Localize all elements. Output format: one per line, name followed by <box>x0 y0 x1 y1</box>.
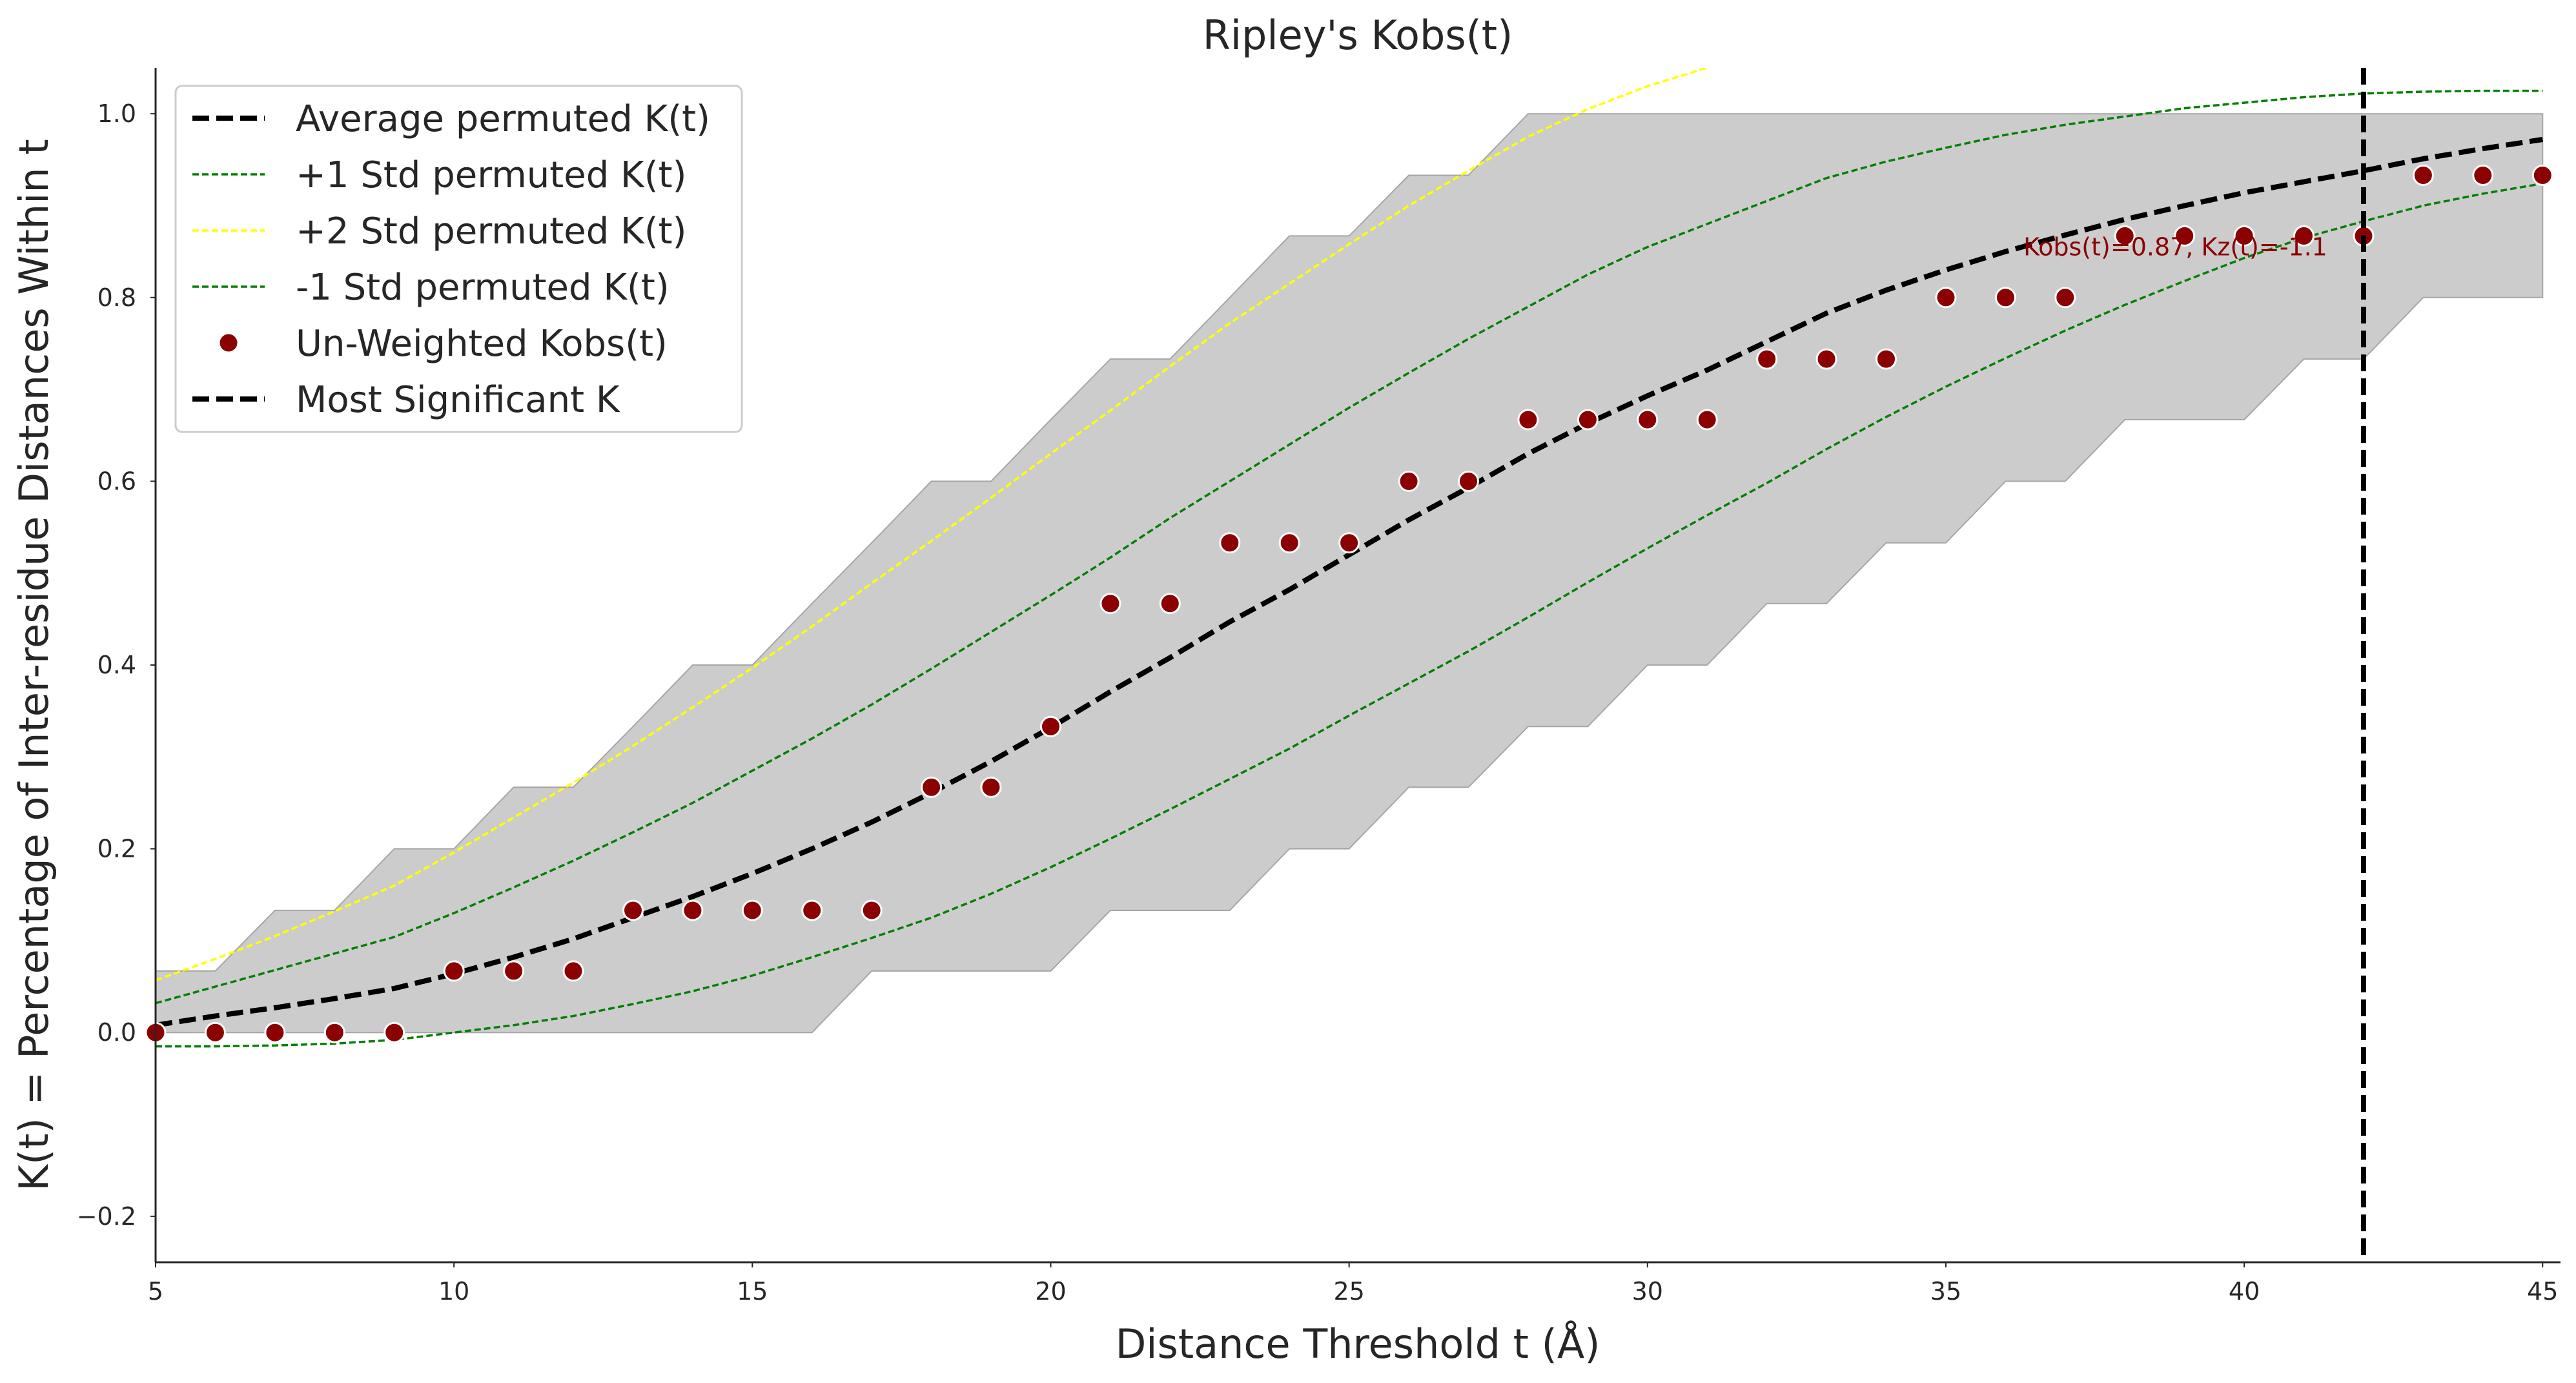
kobs-point <box>741 899 763 921</box>
kobs-point <box>2472 165 2494 186</box>
x-tick-label: 35 <box>1930 1277 1961 1306</box>
kobs-point <box>1577 409 1599 431</box>
chart-title: Ripley's Kobs(t) <box>1203 12 1513 59</box>
x-tick-label: 45 <box>2527 1277 2558 1306</box>
kobs-point <box>682 899 704 921</box>
x-ticks: 5 10 15 20 25 30 35 40 45 <box>148 1262 2558 1306</box>
kobs-point <box>1815 348 1837 370</box>
kobs-point <box>861 899 883 921</box>
y-ticks: −0.2 0.0 0.2 0.4 0.6 0.8 1.0 <box>77 99 156 1231</box>
kobs-point <box>2054 287 2076 309</box>
kobs-point <box>1338 532 1360 554</box>
kobs-point <box>1876 348 1897 370</box>
kobs-point <box>921 776 943 798</box>
kobs-point <box>2531 165 2553 186</box>
y-tick-label: 0.0 <box>97 1018 136 1047</box>
kobs-point <box>1040 715 1061 737</box>
y-tick-label: 1.0 <box>97 99 136 128</box>
kobs-point <box>1994 287 2016 309</box>
kobs-point <box>2412 165 2434 186</box>
kobs-point <box>1637 409 1659 431</box>
kobs-point <box>1935 287 1957 309</box>
kobs-point <box>1696 409 1718 431</box>
legend-label: Most Significant K <box>296 379 620 421</box>
y-tick-label: 0.8 <box>97 283 136 312</box>
y-tick-label: 0.6 <box>97 467 136 495</box>
kobs-point <box>2233 225 2255 247</box>
y-axis-label: K(t) = Percentage of Inter-residue Dista… <box>10 139 57 1191</box>
series-line-average-permuted-k-t <box>156 137 2543 1028</box>
kobs-point <box>1517 409 1539 431</box>
series-line-1-std-permuted-k-t <box>156 182 2543 1048</box>
x-tick-label: 10 <box>438 1277 469 1306</box>
kobs-point <box>2174 225 2196 247</box>
x-tick-label: 15 <box>737 1277 768 1306</box>
legend-label: +1 Std permuted K(t) <box>296 154 686 196</box>
kobs-point <box>503 960 525 982</box>
series-line-2-std-permuted-k-t <box>156 68 1708 981</box>
legend-label: +2 Std permuted K(t) <box>296 210 686 252</box>
y-tick-label: −0.2 <box>77 1202 136 1231</box>
legend-label: -1 Std permuted K(t) <box>296 267 670 309</box>
kobs-point <box>622 899 644 921</box>
x-tick-label: 20 <box>1035 1277 1066 1306</box>
x-axis-label: Distance Threshold t (Å) <box>1116 1320 1600 1368</box>
kobs-point <box>801 899 823 921</box>
kobs-point <box>264 1021 286 1043</box>
kobs-point <box>323 1021 345 1043</box>
legend-label: Un-Weighted Kobs(t) <box>296 323 668 365</box>
x-tick-label: 25 <box>1333 1277 1364 1306</box>
plot-area <box>145 68 2553 1262</box>
kobs-point <box>2293 225 2315 247</box>
kobs-point <box>204 1021 226 1043</box>
plot-clipped <box>156 68 2544 1048</box>
y-tick-label: 0.4 <box>97 651 136 679</box>
kobs-point <box>562 960 584 982</box>
kobs-point <box>1398 470 1420 492</box>
kobs-point <box>443 960 465 982</box>
kobs-point <box>1099 593 1121 615</box>
x-tick-label: 5 <box>148 1277 163 1306</box>
kobs-point <box>1278 532 1300 554</box>
kobs-point <box>1458 470 1479 492</box>
legend-box <box>174 85 743 433</box>
kobs-point <box>1219 532 1241 554</box>
kobs-point <box>980 776 1002 798</box>
kobs-point <box>2114 225 2136 247</box>
significance-annotation: Kobs(t)=0.87, Kz(t)=-1.1 <box>2023 233 2327 261</box>
x-tick-label: 30 <box>1632 1277 1663 1306</box>
y-tick-label: 0.2 <box>97 835 136 863</box>
legend: Average permuted K(t) +1 Std permuted K(t… <box>174 85 743 433</box>
legend-swatch-point <box>218 332 240 354</box>
legend-label: Average permuted K(t) <box>296 98 710 140</box>
x-tick-label: 40 <box>2229 1277 2260 1306</box>
kobs-point <box>1756 348 1778 370</box>
permutation-range-band <box>156 113 2544 1034</box>
series-line-1-std-permuted-k-t <box>156 89 2543 1005</box>
kobs-point <box>1159 593 1181 615</box>
kobs-point <box>383 1021 405 1043</box>
